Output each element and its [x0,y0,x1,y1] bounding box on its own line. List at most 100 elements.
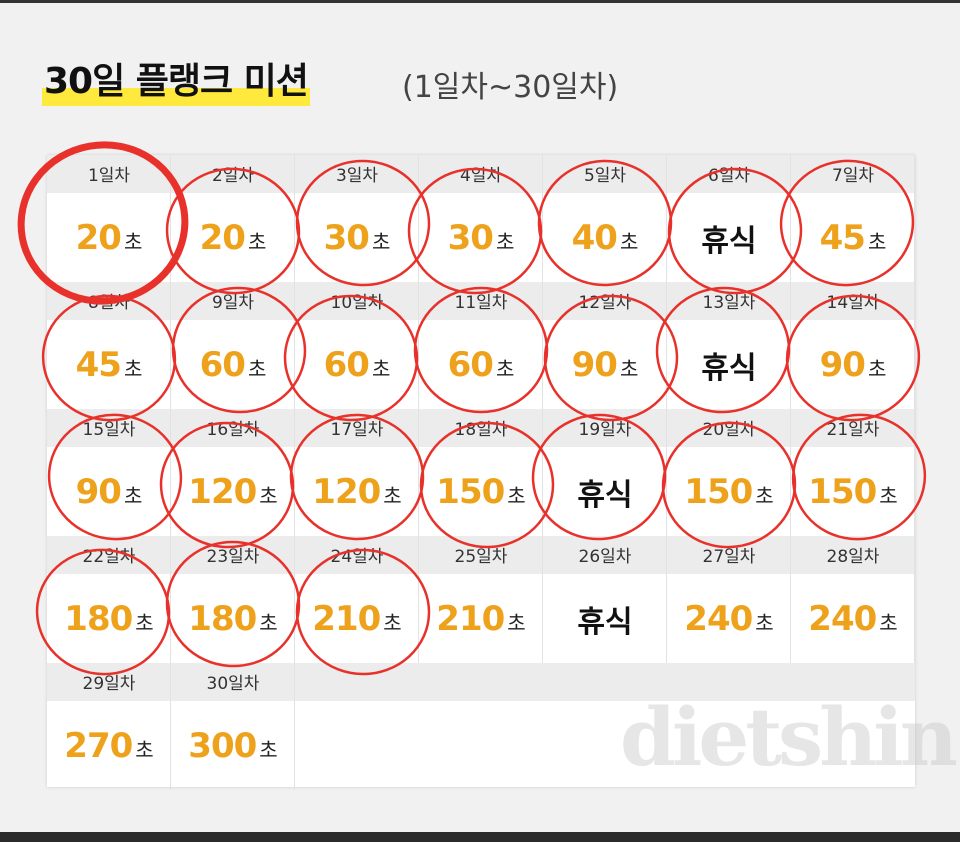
unit: 초 [495,357,515,381]
unit: 초 [495,230,515,254]
seconds: 90 [819,344,866,385]
day-label: 25일차 [454,547,508,567]
day-label: 23일차 [206,547,260,567]
seconds: 90 [75,471,122,512]
day-cell: 6일차 휴식 [667,155,791,282]
day-cell: 19일차 휴식 [543,409,667,536]
subtitle: (1일차~30일차) [402,70,619,105]
day-label: 11일차 [454,293,508,313]
red-circle [791,413,927,541]
title: 30일 플랭크 미션 [42,58,310,106]
unit: 초 [371,357,391,381]
seconds: 40 [571,217,618,258]
seconds: 90 [571,344,618,385]
day-cell: 18일차 150 초 [419,409,543,536]
day-cell: 9일차 60 초 [171,282,295,409]
day-cell: 13일차 휴식 [667,282,791,409]
unit: 초 [755,484,774,508]
seconds: 60 [323,344,370,385]
red-circle [35,548,171,676]
seconds: 180 [188,598,257,639]
day-value: 휴식 [543,574,667,663]
day-value: 270 초 [47,701,171,790]
seconds: 150 [436,471,505,512]
unit: 초 [619,230,639,254]
red-circle [47,413,183,541]
unit: 초 [383,611,402,635]
seconds: 20 [75,217,122,258]
day-label: 7일차 [831,166,875,186]
unit: 초 [879,484,898,508]
unit: 초 [123,230,143,254]
day-value: 150 초 [791,447,915,536]
seconds: 20 [199,217,246,258]
day-value: 120 초 [171,447,295,536]
day-value: 90 초 [47,447,171,536]
day-value: 45 초 [791,193,915,282]
day-label: 27일차 [702,547,756,567]
seconds: 210 [436,598,505,639]
red-circle [295,159,431,287]
unit: 초 [259,738,278,762]
unit: 초 [259,611,278,635]
day-cell: 7일차 45 초 [791,155,915,282]
seconds: 30 [323,217,370,258]
day-value: 20 초 [171,193,295,282]
red-circle [295,548,431,676]
seconds: 210 [312,598,381,639]
day-value: 40 초 [543,193,667,282]
unit: 초 [247,230,267,254]
label-strip [47,409,915,447]
unit: 초 [135,738,154,762]
day-cell: 17일차 120 초 [295,409,419,536]
day-label: 29일차 [82,674,136,694]
unit: 초 [507,611,526,635]
day-label: 30일차 [206,674,260,694]
unit: 초 [507,484,526,508]
day-value: 휴식 [667,193,791,282]
red-circle [283,294,419,422]
unit: 초 [867,230,887,254]
day-cell: 3일차 30 초 [295,155,419,282]
rest-text: 휴식 [701,223,757,259]
red-circle [419,421,555,549]
red-circle [537,159,673,287]
day-value: 휴식 [667,320,791,409]
seconds: 240 [684,598,753,639]
day-cell: 16일차 120 초 [171,409,295,536]
day-value: 30 초 [419,193,543,282]
seconds: 120 [188,471,257,512]
day-value: 20 초 [47,193,171,282]
day-cell: 28일차 240 초 [791,536,915,663]
red-circle [289,413,425,541]
day-value: 45 초 [47,320,171,409]
day-label: 5일차 [583,166,627,186]
mission-table: 1일차 20 초 2일차 20 초 3일차 30 초 4일차 30 초 5일차 40 초 6일차 휴식 7일차 45… [47,155,915,790]
day-label: 15일차 [82,420,136,440]
seconds: 240 [808,598,877,639]
day-label: 28일차 [826,547,880,567]
unit: 초 [247,357,267,381]
red-circle [407,167,543,295]
watermark: dietshin.com [620,690,960,784]
day-value: 90 초 [791,320,915,409]
day-label: 21일차 [826,420,880,440]
day-value: 180 초 [47,574,171,663]
seconds: 60 [447,344,494,385]
day-cell: 4일차 30 초 [419,155,543,282]
seconds: 180 [64,598,133,639]
unit: 초 [879,611,898,635]
red-circle [661,421,797,549]
day-cell: 29일차 270 초 [47,663,171,790]
seconds: 30 [447,217,494,258]
unit: 초 [867,357,887,381]
day-value: 240 초 [667,574,791,663]
red-circle [171,286,307,414]
day-label: 9일차 [211,293,255,313]
day-value: 30 초 [295,193,419,282]
bottom-bar [0,832,960,842]
day-label: 3일차 [335,166,379,186]
day-cell: 15일차 90 초 [47,409,171,536]
red-circle [531,413,667,541]
red-circle [17,141,189,305]
